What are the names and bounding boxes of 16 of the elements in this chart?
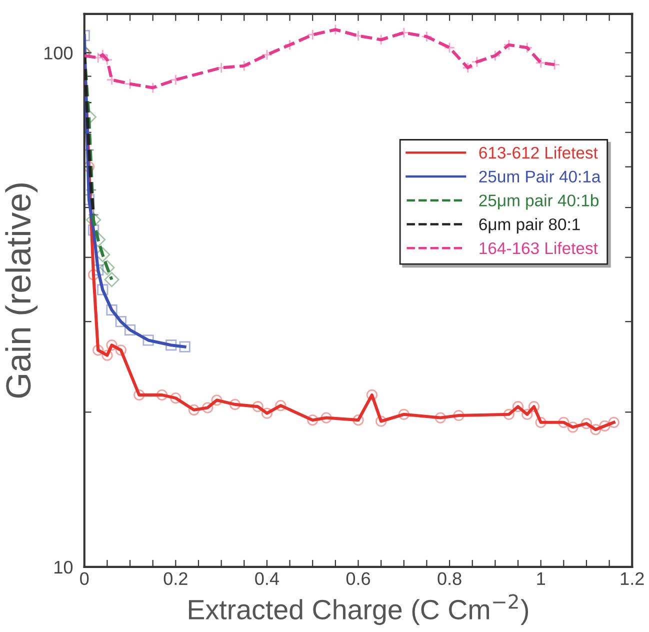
x-tick-label: 0 [80,572,89,586]
y-tick-label: 10 [54,560,73,574]
x-axis-title: Extracted Charge (C Cm$^{−2}$) [189,594,528,625]
legend-label: 6μm pair 80:1 [479,218,580,234]
x-tick-label: 0.4 [255,572,279,586]
legend-label: 613-612 Lifetest [479,146,598,159]
x-tick-label: 1 [537,572,545,585]
x-tick-label: 1.2 [620,572,644,585]
x-tick-label: 0.8 [438,572,462,586]
x-tick-label: 0.2 [164,572,188,586]
legend-label: 164-163 Lifetest [480,242,598,254]
legend-label: 25um Pair 40:1a [479,170,601,183]
legend-label: 25μm pair 40:1b [479,194,598,210]
y-axis-title: Gain (relative) [5,184,38,398]
y-tick-label: 100 [44,46,73,60]
x-tick-label: 0.6 [346,572,370,586]
